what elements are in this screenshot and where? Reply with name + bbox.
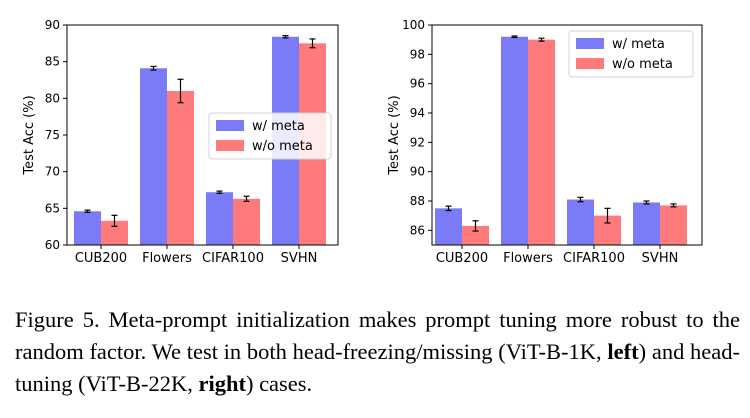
legend: w/ meta w/o meta xyxy=(208,112,332,160)
y-tick-label: 94 xyxy=(410,106,425,120)
legend-label: w/ meta xyxy=(612,37,665,52)
bar-cifar100-w-meta xyxy=(206,192,233,245)
chart-panel-left: 60 65 70 75 80 85 90 CUB200 Flowers CIFAR100 SVHN T… xyxy=(22,18,339,266)
caption-bold-right: right xyxy=(198,371,246,396)
y-tick-label: 60 xyxy=(45,238,60,252)
legend-label: w/o meta xyxy=(252,139,313,154)
y-tick-label: 65 xyxy=(45,201,60,215)
y-tick-label: 90 xyxy=(45,18,60,32)
y-tick-label: 98 xyxy=(410,47,425,61)
y-tick-label: 96 xyxy=(410,77,425,91)
legend-label: w/o meta xyxy=(612,57,673,72)
bar-cub200-w-meta xyxy=(435,208,462,245)
y-tick-label: 100 xyxy=(402,18,425,32)
caption-bold-left: left xyxy=(607,339,639,364)
bar-flowers-w-meta xyxy=(501,36,528,245)
figure-charts: 60 65 70 75 80 85 90 CUB200 Flowers CIFAR100 SVHN T… xyxy=(22,18,703,266)
x-tick-label: CUB200 xyxy=(436,251,488,266)
x-tick-label: CUB200 xyxy=(75,251,127,266)
bar-cifar100-wo-meta xyxy=(233,198,260,245)
figure-caption: Figure 5. Meta-prompt initialization mak… xyxy=(15,304,740,400)
y-tick-label: 85 xyxy=(45,55,60,69)
y-tick-label: 92 xyxy=(410,135,425,149)
chart-panel-right: 86 88 90 92 94 96 98 100 CUB200 Flowers CIFAR100 SV… xyxy=(387,18,703,266)
caption-text-1: Meta-prompt initialization makes prompt … xyxy=(15,307,741,364)
y-tick-label: 70 xyxy=(45,165,60,179)
bar-cub200-wo-meta xyxy=(462,225,489,245)
caption-label: Figure 5. xyxy=(15,307,100,332)
y-tick-label: 88 xyxy=(410,194,425,208)
legend-swatch xyxy=(216,140,244,151)
bar-svhn-wo-meta xyxy=(660,205,687,245)
legend-label: w/ meta xyxy=(252,119,305,134)
plot-frame xyxy=(431,24,703,246)
bar-cifar100-w-meta xyxy=(567,199,594,245)
x-tick-label: CIFAR100 xyxy=(202,251,264,266)
y-tick-label: 90 xyxy=(410,165,425,179)
x-tick-label: Flowers xyxy=(503,251,553,266)
y-tick-label: 75 xyxy=(45,128,60,142)
legend-swatch xyxy=(576,58,604,69)
x-tick-label: SVHN xyxy=(642,251,679,266)
legend-swatch xyxy=(216,120,244,131)
legend: w/ meta w/o meta xyxy=(568,30,694,78)
x-tick-label: CIFAR100 xyxy=(563,251,625,266)
x-tick-label: SVHN xyxy=(281,251,318,266)
x-tick-label: Flowers xyxy=(142,251,192,266)
bar-svhn-w-meta xyxy=(633,202,660,245)
bar-flowers-wo-meta xyxy=(528,39,555,245)
bar-flowers-wo-meta xyxy=(167,91,194,245)
bar-flowers-w-meta xyxy=(140,68,167,246)
caption-text-2: ) and head-tuning (ViT-B-22K, xyxy=(15,339,740,396)
y-tick-label: 86 xyxy=(410,223,425,237)
y-axis-label: Test Acc (%) xyxy=(387,95,402,175)
bar-cub200-w-meta xyxy=(74,211,101,245)
y-axis-label: Test Acc (%) xyxy=(22,95,37,175)
legend-swatch xyxy=(576,38,604,49)
y-tick-label: 80 xyxy=(45,91,60,105)
caption-text-3: ) cases. xyxy=(245,371,313,396)
